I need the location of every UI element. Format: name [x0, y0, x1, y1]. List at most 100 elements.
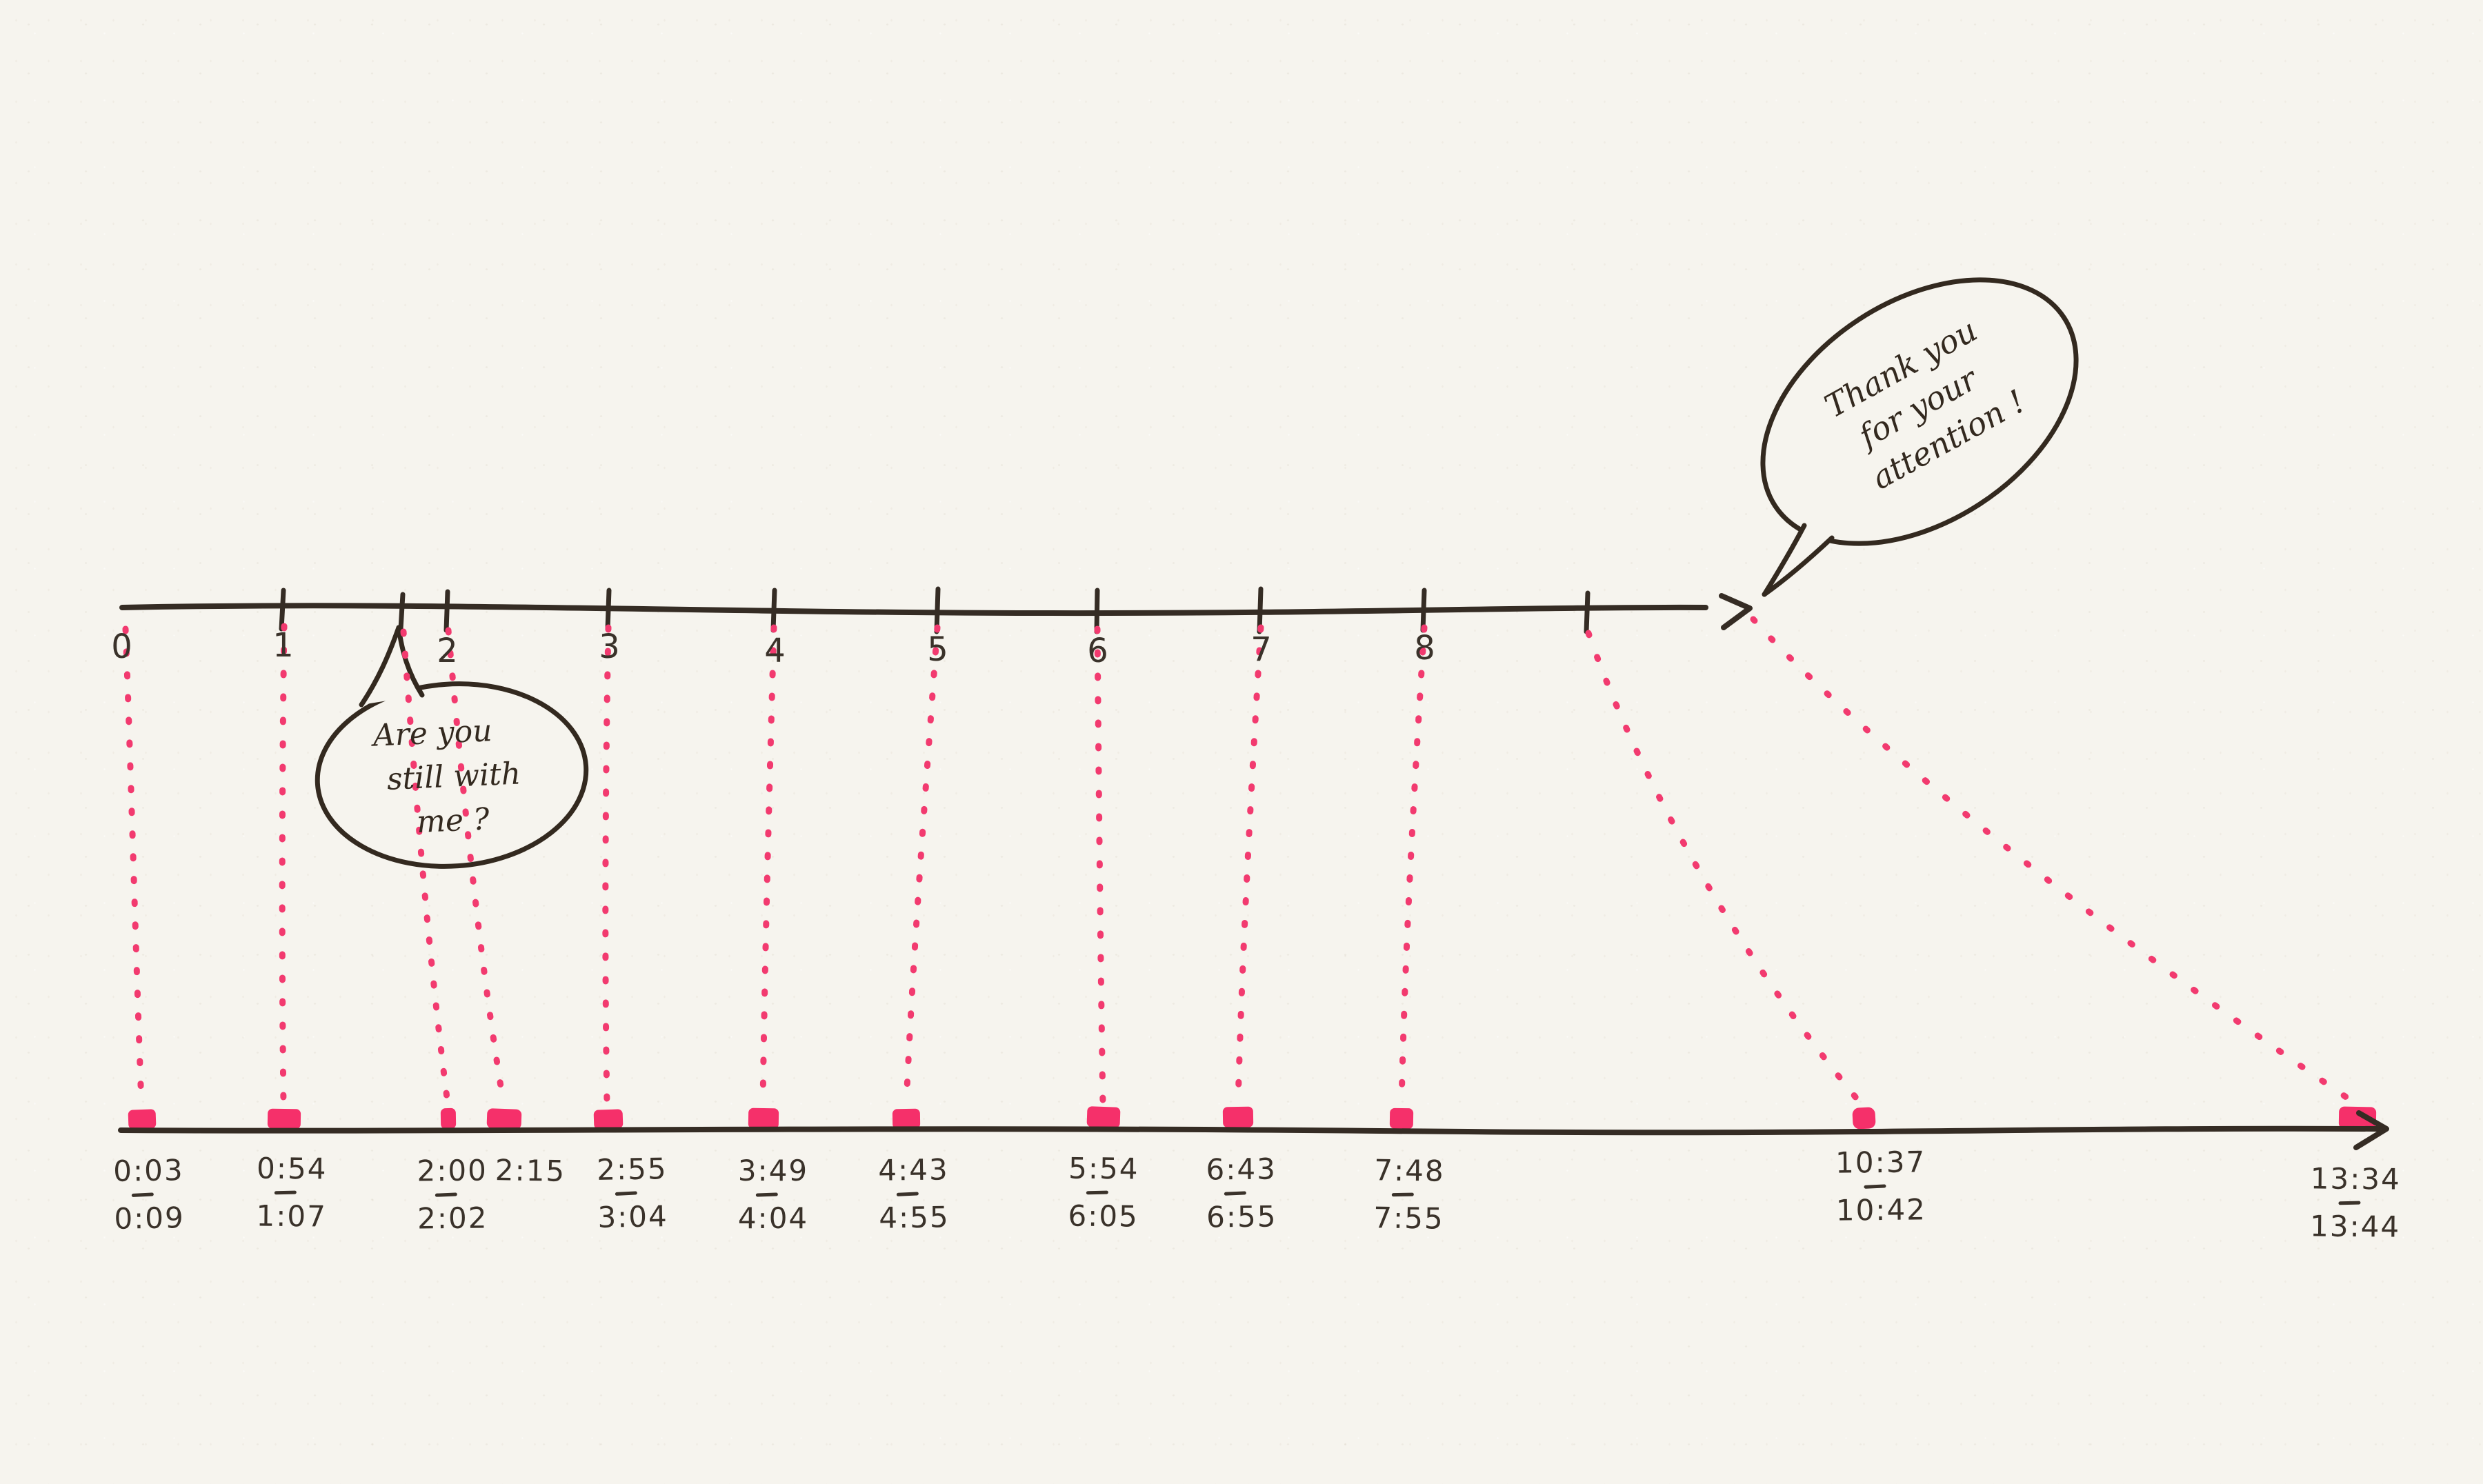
time-start: 13:34	[2310, 1161, 2402, 1196]
slide-number-4: 4	[764, 632, 786, 670]
dotted-connector	[279, 623, 288, 1107]
range-dash	[1086, 1190, 1109, 1195]
time-range-label: 2:55 3:04	[596, 1152, 668, 1234]
tick-mark	[770, 588, 777, 633]
range-dash	[1863, 1184, 1886, 1189]
time-end: 0:09	[114, 1201, 186, 1236]
tick-mark	[605, 588, 612, 632]
dotted-connector	[602, 624, 612, 1107]
slide-number-8: 8	[1414, 629, 1436, 668]
time-start: 5:54	[1068, 1151, 1139, 1186]
tick-mark	[1584, 590, 1590, 634]
marker-blob	[1222, 1106, 1254, 1128]
time-end: 4:04	[737, 1201, 809, 1235]
range-dash	[755, 1192, 779, 1197]
speech-bubble-question-tail-edge	[359, 625, 401, 708]
speech-bubble-thanks-tail	[1764, 525, 1833, 594]
slide-number-0: 0	[111, 628, 133, 666]
speech-bubble-thanks-outline	[1760, 277, 2079, 546]
dotted-connector	[400, 628, 451, 1107]
time-range-label: 0:54 1:07	[256, 1151, 328, 1234]
time-range-label: 4:43 4:55	[878, 1152, 950, 1235]
tick-mark	[398, 592, 406, 632]
marker-blob	[748, 1107, 779, 1130]
dotted-connector	[759, 624, 777, 1107]
bubble-line: still with	[386, 756, 522, 797]
range-dash	[615, 1191, 638, 1196]
time-start: 7:48	[1373, 1153, 1445, 1188]
dotted-connector	[1235, 624, 1264, 1107]
dotted-connector	[1398, 624, 1428, 1107]
range-dash	[896, 1192, 919, 1196]
slide-number-1: 1	[272, 626, 295, 665]
dotted-connector	[1585, 630, 1863, 1105]
marker-blob	[593, 1109, 624, 1130]
time-end: 1:07	[256, 1199, 328, 1234]
tick-mark	[443, 589, 450, 633]
speech-bubble-question	[315, 625, 589, 869]
range-dash	[131, 1192, 154, 1197]
range-dash	[2337, 1201, 2361, 1205]
time-end: 6:05	[1068, 1199, 1139, 1234]
time-range-label: 0:03 0:09	[112, 1153, 186, 1236]
time-range-label: 6:43 6:55	[1206, 1152, 1277, 1234]
range-dash	[1391, 1192, 1415, 1197]
time-range-label: 10:37 10:42	[1835, 1145, 1927, 1227]
marker-blobs	[128, 1106, 2377, 1130]
bubble-line: Are you	[372, 713, 493, 754]
speech-bubble-thanks	[1760, 277, 2079, 597]
tick-marks	[279, 586, 1590, 634]
tick-mark	[1420, 588, 1427, 633]
marker-blob	[440, 1107, 457, 1130]
time-range-label: 5:54 6:05	[1068, 1151, 1139, 1234]
speech-bubble-question-outline	[315, 681, 589, 869]
dotted-connectors	[122, 616, 2353, 1107]
speech-bubble-question-text: Are you still with me ?	[372, 708, 521, 846]
tick-mark	[1257, 586, 1264, 634]
time-range-label: 2:15	[495, 1153, 566, 1188]
time-start: 4:43	[878, 1152, 950, 1187]
slide-number-7: 7	[1250, 630, 1273, 669]
bottom-axis-line	[118, 1125, 2381, 1136]
time-start: 2:55	[596, 1152, 668, 1187]
time-end: 7:55	[1373, 1201, 1445, 1236]
marker-blob	[2338, 1106, 2377, 1130]
slide-number-3: 3	[599, 628, 621, 666]
time-end: 4:55	[878, 1200, 950, 1235]
top-axis-line	[119, 603, 1708, 616]
range-dash	[435, 1192, 458, 1197]
bottom-axis-arrowhead-icon	[2353, 1110, 2389, 1150]
time-end: 10:42	[1835, 1192, 1927, 1227]
time-start: 0:54	[256, 1151, 328, 1186]
dotted-connector	[445, 627, 507, 1107]
time-start: 10:37	[1835, 1145, 1926, 1180]
time-range-label: 13:34 13:44	[2309, 1161, 2402, 1244]
time-range-label: 7:48 7:55	[1373, 1153, 1445, 1236]
range-dash	[274, 1190, 297, 1195]
time-end: 2:02	[417, 1201, 488, 1236]
dotted-connector	[903, 624, 941, 1107]
time-start: 0:03	[112, 1153, 184, 1188]
time-start: 6:43	[1206, 1152, 1277, 1187]
range-dash	[1224, 1191, 1247, 1196]
marker-blob	[486, 1108, 522, 1130]
speech-bubble-question-tail	[361, 628, 422, 705]
dotted-connector	[1094, 625, 1106, 1107]
slide-number-6: 6	[1087, 632, 1109, 670]
time-range-label: 2:00 2:02	[417, 1153, 488, 1236]
speech-bubble-thanks-tail-edge	[1762, 523, 1807, 597]
tick-mark	[279, 588, 286, 632]
top-axis-arrowhead-icon	[1719, 593, 1753, 630]
marker-blob	[267, 1108, 301, 1130]
time-start: 2:00	[417, 1153, 488, 1188]
time-end: 13:44	[2309, 1209, 2401, 1244]
dotted-connector	[122, 625, 145, 1107]
speech-bubble-thanks-tail-edge	[1762, 535, 1835, 597]
bubble-line: me ?	[416, 801, 490, 841]
slide-number-2: 2	[437, 632, 459, 670]
time-start: 2:15	[495, 1153, 566, 1188]
time-start: 3:49	[737, 1154, 809, 1187]
marker-blob	[892, 1108, 921, 1130]
